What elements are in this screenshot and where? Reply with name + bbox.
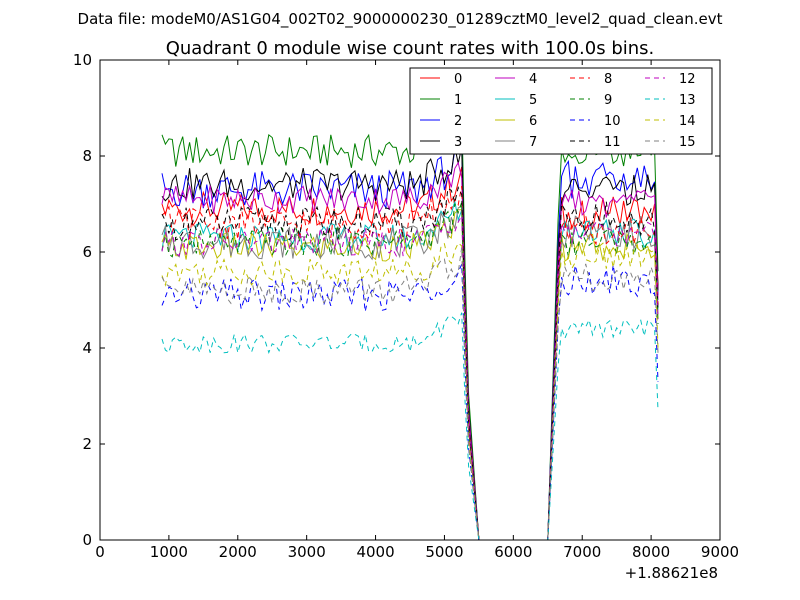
x-tick-label: 5000 xyxy=(425,543,463,561)
series-line-8 xyxy=(161,186,659,540)
y-tick-label: 0 xyxy=(82,531,92,549)
x-tick-label: 4000 xyxy=(356,543,394,561)
x-tick-label: 3000 xyxy=(288,543,326,561)
x-tick-label: 1000 xyxy=(150,543,188,561)
legend-label-11: 11 xyxy=(604,135,621,150)
series-line-13 xyxy=(161,312,659,540)
x-tick-label: 9000 xyxy=(701,543,739,561)
legend-label-15: 15 xyxy=(679,135,696,150)
series-line-12 xyxy=(161,214,659,540)
legend-label-7: 7 xyxy=(529,135,537,150)
x-tick-label: 2000 xyxy=(219,543,257,561)
series-line-1 xyxy=(161,108,659,540)
series-layer xyxy=(161,108,659,540)
series-line-2 xyxy=(161,143,659,540)
legend-label-5: 5 xyxy=(529,93,537,108)
legend-label-8: 8 xyxy=(604,72,612,87)
x-offset-label: +1.88621e8 xyxy=(625,564,718,582)
plot-frame xyxy=(99,59,721,541)
legend-label-12: 12 xyxy=(679,72,696,87)
legend-box xyxy=(409,67,713,155)
series-line-10 xyxy=(161,264,659,540)
series-line-3 xyxy=(161,146,659,540)
y-tick-label: 10 xyxy=(73,51,92,69)
chart-title: Quadrant 0 module wise count rates with … xyxy=(166,38,655,59)
x-tick-label: 6000 xyxy=(494,543,532,561)
legend-label-10: 10 xyxy=(604,114,621,129)
series-line-14 xyxy=(161,242,659,540)
legend-label-9: 9 xyxy=(604,93,612,108)
x-axis: 0 1000 2000 3000 4000 5000 6000 7000 8000 9000 xyxy=(95,60,739,561)
figure-suptitle: Data file: modeM0/AS1G04_002T02_90000002… xyxy=(78,10,723,29)
y-tick-label: 2 xyxy=(82,435,92,453)
legend-label-6: 6 xyxy=(529,114,537,129)
y-tick-label: 6 xyxy=(82,243,92,261)
series-line-15 xyxy=(161,247,659,540)
legend-label-3: 3 xyxy=(454,135,462,150)
x-tick-label: 7000 xyxy=(563,543,601,561)
series-line-4 xyxy=(161,161,659,540)
x-tick-label: 0 xyxy=(95,543,105,561)
legend-label-1: 1 xyxy=(454,93,462,108)
series-line-7 xyxy=(161,205,659,540)
legend-label-2: 2 xyxy=(454,114,462,129)
x-tick-label: 8000 xyxy=(632,543,670,561)
legend-label-13: 13 xyxy=(679,93,696,108)
y-tick-label: 4 xyxy=(82,339,92,357)
legend-label-4: 4 xyxy=(529,72,537,87)
legend-label-14: 14 xyxy=(679,114,696,129)
y-tick-label: 8 xyxy=(82,147,92,165)
legend-label-0: 0 xyxy=(454,72,462,87)
